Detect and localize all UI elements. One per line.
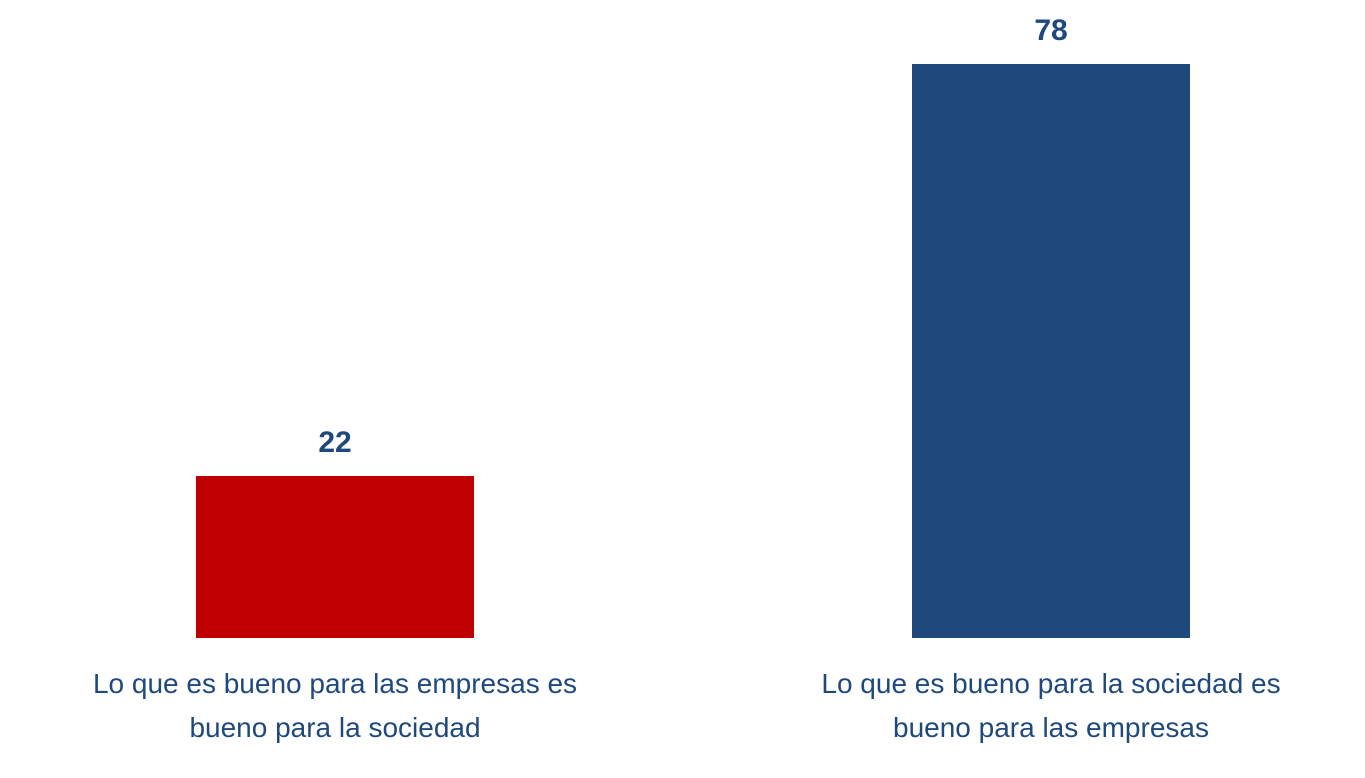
value-label: 78: [1034, 14, 1068, 47]
x-tick-label: Lo que es bueno para la sociedad es buen…: [821, 668, 1281, 743]
x-tick-label: Lo que es bueno para las empresas es bue…: [92, 668, 578, 743]
bar: [912, 64, 1190, 638]
value-label: 22: [318, 426, 352, 460]
bar: [196, 476, 474, 638]
